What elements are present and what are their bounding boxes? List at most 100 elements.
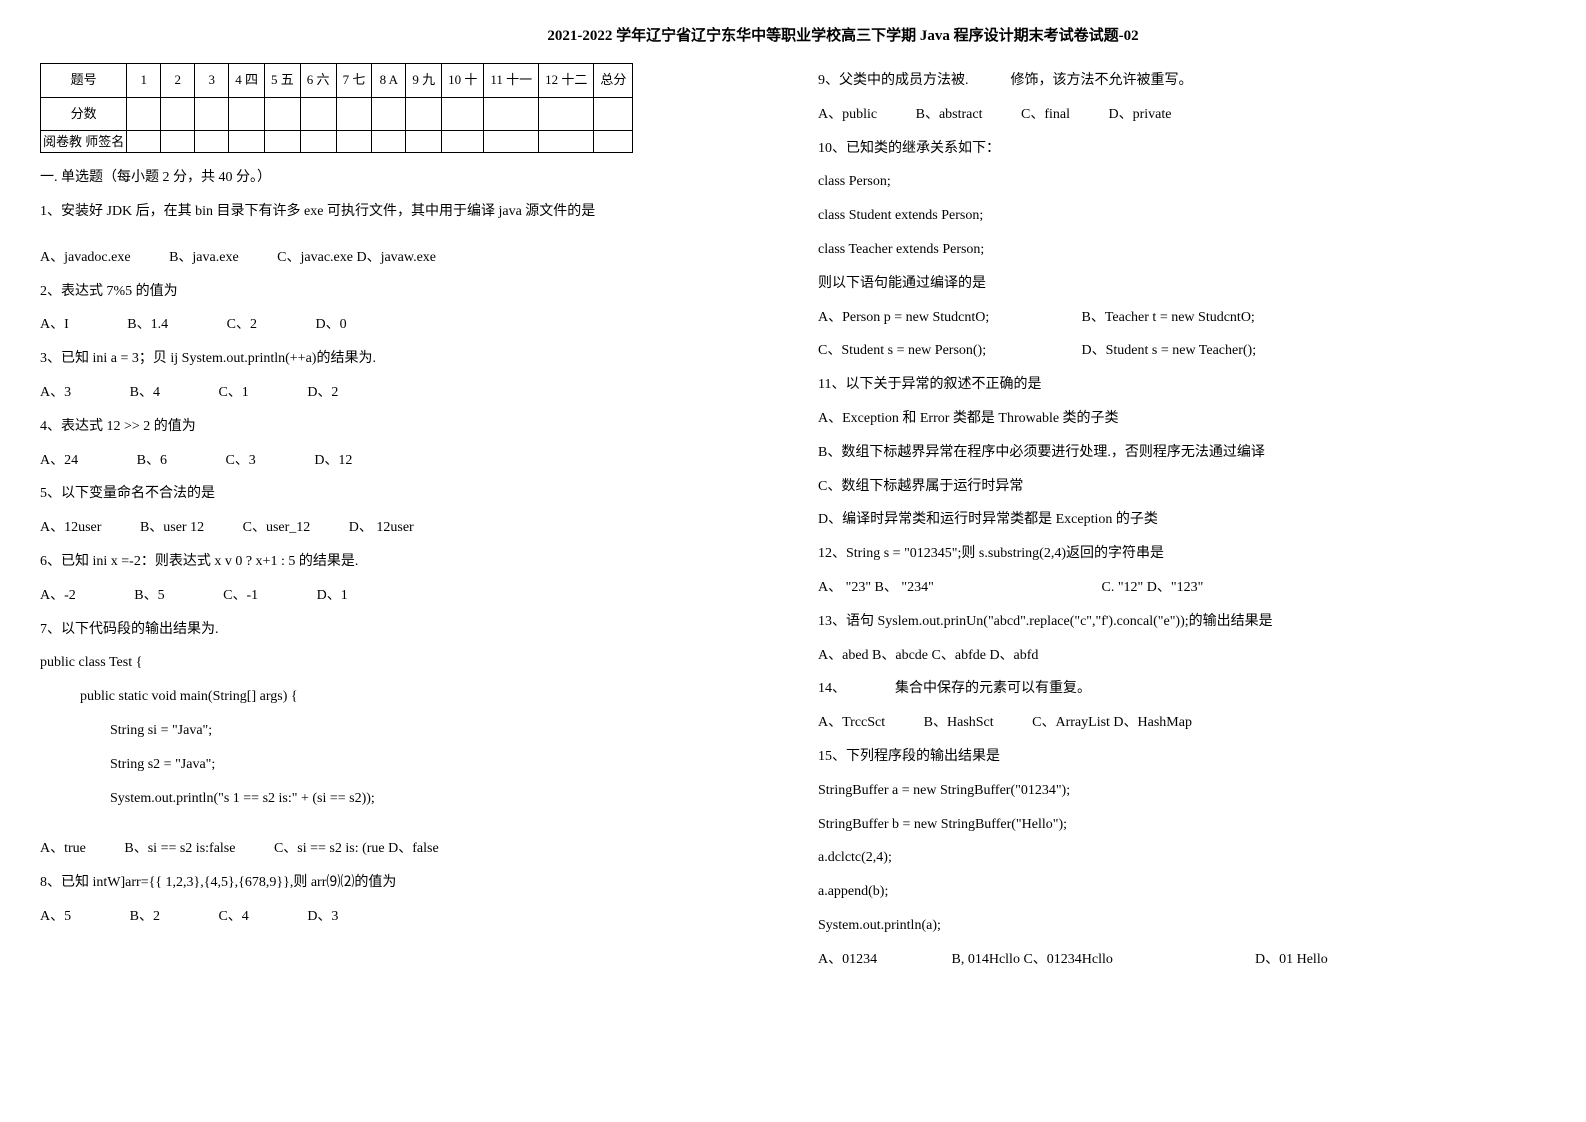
page-title: 2021-2022 学年辽宁省辽宁东华中等职业学校高三下学期 Java 程序设计… <box>40 20 1546 53</box>
option-a: A、Person p = new StudcntO; <box>818 303 1078 334</box>
option-c: C、4 <box>218 902 248 933</box>
two-column-layout: 题号 1 2 3 4 四 5 五 6 六 7 七 8 A 9 九 10 十 11… <box>40 63 1546 979</box>
question-text: 12、String s = "012345";则 s.substring(2,4… <box>818 539 1546 570</box>
code-line: StringBuffer b = new StringBuffer("Hello… <box>818 810 1546 841</box>
option-d: D、0 <box>315 310 346 341</box>
row-label: 题号 <box>41 64 127 98</box>
code-line: class Student extends Person; <box>818 201 1546 232</box>
question-options: A、12user B、user 12 C、user_12 D、 12user <box>40 513 768 544</box>
option-b: B、5 <box>134 581 164 612</box>
question-options: A、TrccSct B、HashSct C、ArrayList D、HashMa… <box>818 708 1546 739</box>
question-text: 13、语句 Syslem.out.prinUn("abcd".replace("… <box>818 607 1546 638</box>
question-text: 9、父类中的成员方法被. 修饰，该方法不允许被重写。 <box>818 66 1546 97</box>
option-b: B、2 <box>130 902 160 933</box>
question-text: 4、表达式 12 >> 2 的值为 <box>40 412 768 443</box>
question-text: 14、 集合中保存的元素可以有重复。 <box>818 674 1546 705</box>
option-ab: A、 "23" B、 "234" <box>818 573 1098 604</box>
col-header: 5 五 <box>265 64 301 98</box>
option-b: B、1.4 <box>127 310 168 341</box>
col-header: 1 <box>127 64 161 98</box>
score-table: 题号 1 2 3 4 四 5 五 6 六 7 七 8 A 9 九 10 十 11… <box>40 63 633 153</box>
question-options: A、public B、abstract C、final D、private <box>818 100 1546 131</box>
col-header: 8 A <box>372 64 406 98</box>
option-c: C、1 <box>218 378 248 409</box>
col-header: 9 九 <box>406 64 442 98</box>
option-d: D、编译时异常类和运行时异常类都是 Exception 的子类 <box>818 505 1546 536</box>
question-options: A、Person p = new StudcntO; B、Teacher t =… <box>818 303 1546 334</box>
question-text: 2、表达式 7%5 的值为 <box>40 277 768 308</box>
question-text: 10、已知类的继承关系如下： <box>818 134 1546 165</box>
col-header: 12 十二 <box>539 64 594 98</box>
option-a: A、true <box>40 834 86 865</box>
question-options: A、I B、1.4 C、2 D、0 <box>40 310 768 341</box>
option-d: D、1 <box>317 581 348 612</box>
question-options: C、Student s = new Person(); D、Student s … <box>818 336 1546 367</box>
code-line: a.dclctc(2,4); <box>818 843 1546 874</box>
table-row: 分数 <box>41 97 633 131</box>
question-text: 15、下列程序段的输出结果是 <box>818 742 1546 773</box>
option-a: A、01234 <box>818 945 948 976</box>
code-line: System.out.println("s 1 == s2 is:" + (si… <box>40 784 768 815</box>
question-options: A、-2 B、5 C、-1 D、1 <box>40 581 768 612</box>
question-text: 1、安装好 JDK 后，在其 bin 目录下有许多 exe 可执行文件，其中用于… <box>40 197 768 228</box>
option-a: A、TrccSct <box>818 708 885 739</box>
col-header: 总分 <box>594 64 633 98</box>
question-text: 8、已知 intW]arr={{ 1,2,3},{4,5},{678,9}},则… <box>40 868 768 899</box>
option-b: B、HashSct <box>924 708 994 739</box>
option-a: A、3 <box>40 378 71 409</box>
code-line: public static void main(String[] args) { <box>40 682 768 713</box>
option-b: B、si == s2 is:false <box>124 834 235 865</box>
question-text: 5、以下变量命名不合法的是 <box>40 479 768 510</box>
col-header: 4 四 <box>229 64 265 98</box>
option-c: C、-1 <box>223 581 258 612</box>
col-header: 10 十 <box>442 64 484 98</box>
option-c: C、si == s2 is: (rue D、false <box>274 834 439 865</box>
table-row: 题号 1 2 3 4 四 5 五 6 六 7 七 8 A 9 九 10 十 11… <box>41 64 633 98</box>
option-a: A、5 <box>40 902 71 933</box>
table-row: 阅卷教 师签名 <box>41 131 633 153</box>
right-column: 9、父类中的成员方法被. 修饰，该方法不允许被重写。 A、public B、ab… <box>818 63 1546 979</box>
option-a: A、public <box>818 100 877 131</box>
option-cd: C、ArrayList D、HashMap <box>1032 708 1192 739</box>
question-text: 11、以下关于异常的叙述不正确的是 <box>818 370 1546 401</box>
option-b: B、6 <box>137 446 167 477</box>
option-b: B、数组下标越界异常在程序中必须要进行处理.，否则程序无法通过编译 <box>818 438 1546 469</box>
question-options: A、true B、si == s2 is:false C、si == s2 is… <box>40 834 768 865</box>
code-line: String s2 = "Java"; <box>40 750 768 781</box>
option-b: B、user 12 <box>140 513 204 544</box>
option-a: A、I <box>40 310 69 341</box>
code-line: class Teacher extends Person; <box>818 235 1546 266</box>
option-d: D、javaw.exe <box>356 243 436 274</box>
option-c: C、2 <box>227 310 257 341</box>
option-a: A、Exception 和 Error 类都是 Throwable 类的子类 <box>818 404 1546 435</box>
question-options: A、5 B、2 C、4 D、3 <box>40 902 768 933</box>
option-d: D、private <box>1108 100 1171 131</box>
col-header: 11 十一 <box>484 64 539 98</box>
option-a: A、javadoc.exe <box>40 243 131 274</box>
option-d: D、01 Hello <box>1255 952 1328 967</box>
row-label: 分数 <box>41 97 127 131</box>
code-line: public class Test { <box>40 648 768 679</box>
col-header: 3 <box>195 64 229 98</box>
question-line: 则以下语句能通过编译的是 <box>818 269 1546 300</box>
option-d: D、3 <box>307 902 338 933</box>
question-text: 6、已知 ini x =-2：则表达式 x v 0 ? x+1 : 5 的结果是… <box>40 547 768 578</box>
option-c: C、user_12 <box>243 513 311 544</box>
question-options: A、abed B、abcde C、abfde D、abfd <box>818 641 1546 672</box>
row-label: 阅卷教 师签名 <box>41 131 127 153</box>
question-text: 3、已知 ini a = 3；贝 ij System.out.println(+… <box>40 344 768 375</box>
code-line: StringBuffer a = new StringBuffer("01234… <box>818 776 1546 807</box>
question-options: A、24 B、6 C、3 D、12 <box>40 446 768 477</box>
col-header: 2 <box>161 64 195 98</box>
code-line: class Person; <box>818 167 1546 198</box>
col-header: 7 七 <box>336 64 372 98</box>
option-c: C、Student s = new Person(); <box>818 336 1078 367</box>
option-c: C、javac.exe <box>277 243 353 274</box>
option-d: D、Student s = new Teacher(); <box>1082 343 1257 358</box>
col-header: 6 六 <box>300 64 336 98</box>
question-options: A、01234 B, 014Hcllo C、01234Hcllo D、01 He… <box>818 945 1546 976</box>
code-line: a.append(b); <box>818 877 1546 908</box>
option-a: A、-2 <box>40 581 76 612</box>
option-bc: B, 014Hcllo C、01234Hcllo <box>952 945 1252 976</box>
option-b: B、java.exe <box>169 243 239 274</box>
